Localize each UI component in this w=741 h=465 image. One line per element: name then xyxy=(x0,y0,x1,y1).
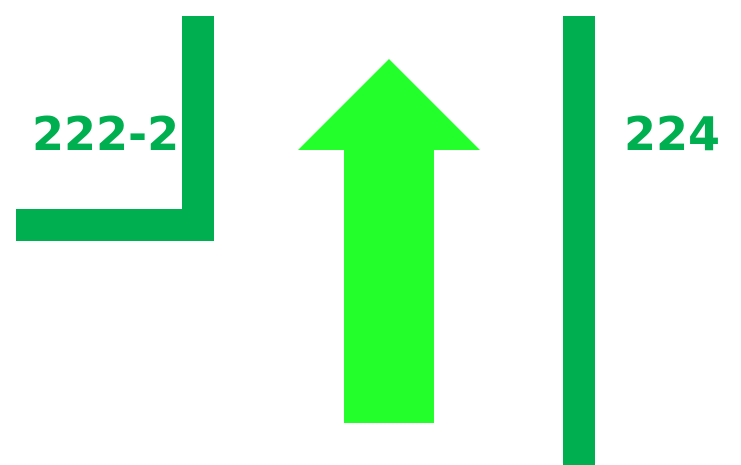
zone-label-right: 224 xyxy=(624,107,721,161)
room-corner-vertical-wall xyxy=(182,16,214,241)
right-wall xyxy=(563,16,595,465)
arrow-up-icon xyxy=(298,59,480,423)
zone-label-left: 222-2 xyxy=(32,107,180,161)
room-corner-horizontal-wall xyxy=(16,209,214,241)
